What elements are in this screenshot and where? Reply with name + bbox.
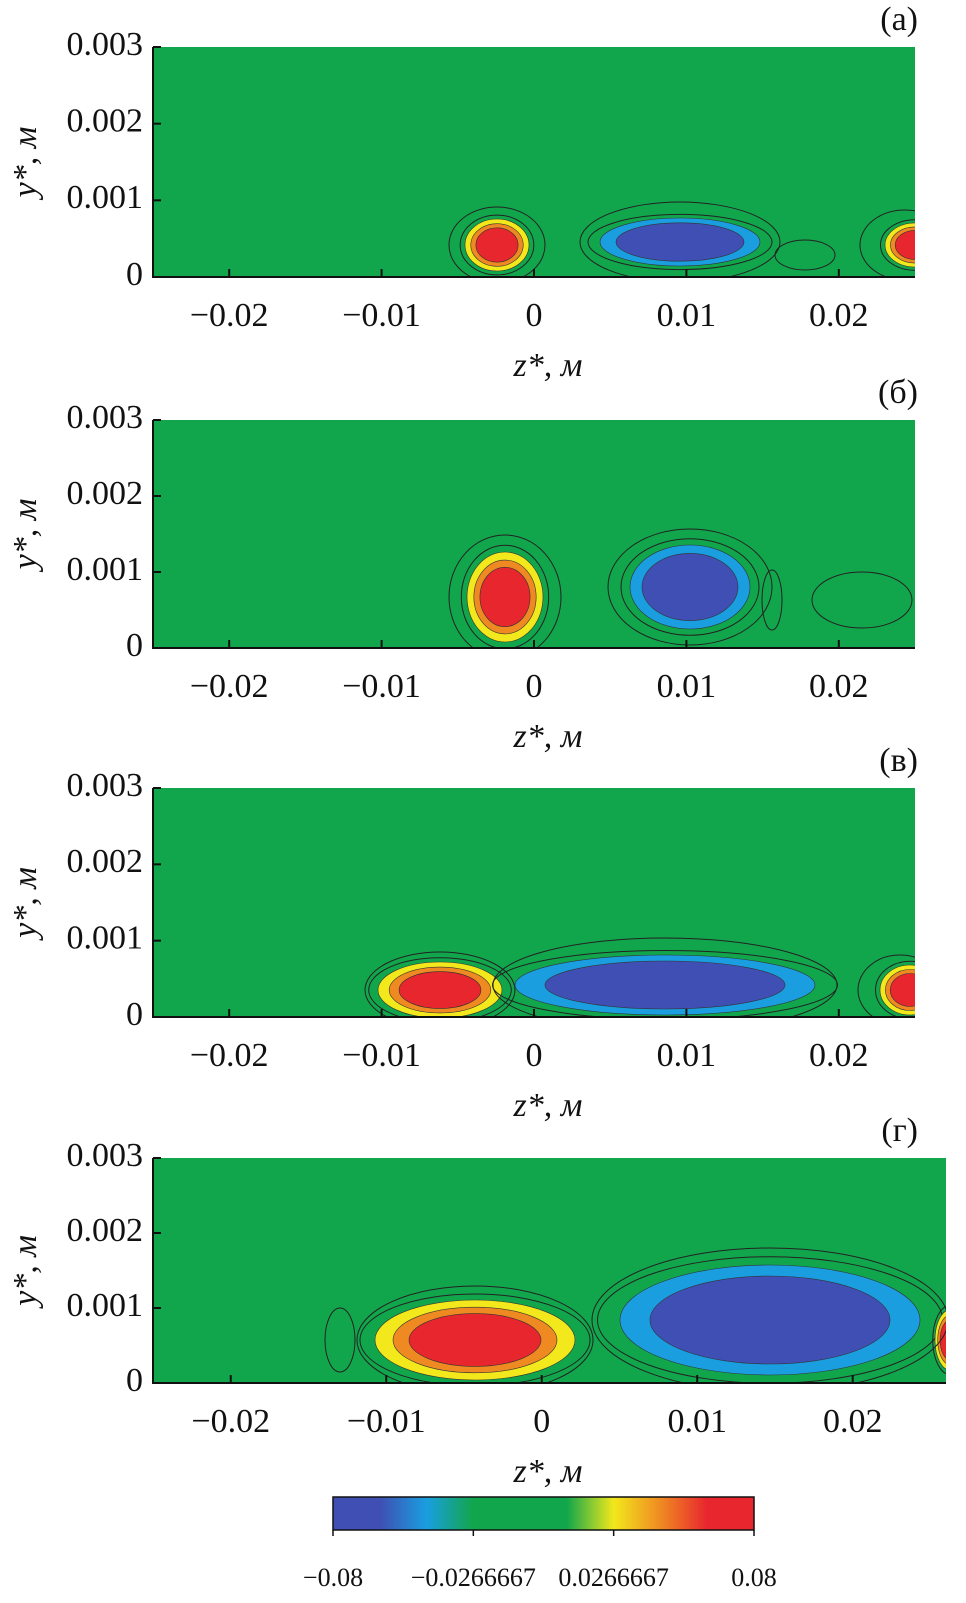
x-axis-label: z*, м: [513, 347, 583, 384]
contour-blob: [544, 960, 786, 1010]
contour-blob: [479, 566, 531, 627]
contour-line: [579, 201, 781, 277]
contour-field: [364, 937, 915, 1017]
contour-line: [774, 239, 836, 271]
x-tick-label: 0.02: [823, 1403, 883, 1440]
contour-blob: [939, 1321, 946, 1359]
y-tick-label: 0: [126, 256, 143, 293]
y-tick-label: 0.001: [67, 179, 144, 216]
contour-line: [591, 1247, 946, 1383]
y-tick-label: 0.001: [67, 551, 144, 588]
y-tick-label: 0.002: [67, 475, 144, 512]
contour-line: [607, 528, 773, 646]
x-tick-label: 0: [533, 1403, 550, 1440]
x-tick-label: 0.01: [657, 668, 717, 705]
x-tick-label: −0.01: [347, 1403, 426, 1440]
x-tick-label: −0.01: [342, 297, 421, 334]
y-tick-label: 0.002: [67, 1212, 144, 1249]
colorbar-tick-label: −0.0266667: [411, 1563, 536, 1592]
y-tick-label: 0: [126, 1362, 143, 1399]
y-axis-label: y*, м: [7, 127, 44, 201]
panel-label: (а): [880, 1, 918, 38]
x-tick-label: −0.02: [190, 668, 269, 705]
x-tick-label: 0: [526, 668, 543, 705]
contour-blob: [649, 1275, 891, 1365]
contour-field: [448, 528, 913, 648]
x-tick-label: −0.02: [190, 1037, 269, 1074]
y-tick-label: 0: [126, 627, 143, 664]
x-tick-label: 0: [526, 1037, 543, 1074]
x-tick-label: 0.02: [809, 297, 869, 334]
y-axis-label: y*, м: [7, 867, 44, 941]
y-tick-label: 0.003: [67, 767, 144, 804]
y-tick-label: 0.002: [67, 102, 144, 139]
x-tick-label: −0.01: [342, 668, 421, 705]
contour-field: [324, 1247, 946, 1383]
contour-line: [761, 569, 783, 631]
contour-line: [811, 571, 913, 629]
contour-blob: [894, 230, 915, 260]
x-tick-label: 0.02: [809, 1037, 869, 1074]
colorbar-tick-label: −0.08: [303, 1563, 363, 1592]
contour-line: [324, 1307, 356, 1373]
contour-line: [587, 213, 773, 271]
x-tick-label: −0.02: [190, 297, 269, 334]
contour-blob: [408, 1313, 542, 1367]
y-tick-label: 0.001: [67, 919, 144, 956]
contour-line: [460, 544, 550, 648]
y-tick-label: 0.003: [67, 26, 144, 63]
x-tick-label: 0.02: [809, 668, 869, 705]
contour-line: [359, 1293, 591, 1383]
contour-line: [859, 209, 915, 277]
contour-blob: [398, 971, 482, 1009]
x-tick-label: 0: [526, 297, 543, 334]
y-tick-label: 0.003: [67, 399, 144, 436]
contour-blob: [641, 553, 739, 621]
plot-area: [153, 47, 915, 277]
colorbar-tick-label: 0.08: [731, 1563, 777, 1592]
contour-line: [857, 954, 915, 1017]
y-tick-label: 0.003: [67, 1137, 144, 1174]
x-axis-label: z*, м: [513, 1453, 583, 1490]
y-tick-label: 0.002: [67, 843, 144, 880]
x-tick-label: −0.02: [191, 1403, 270, 1440]
contour-line: [356, 1285, 594, 1383]
contour-line: [368, 957, 512, 1017]
y-tick-label: 0: [126, 996, 143, 1033]
panel-label: (б): [878, 374, 918, 411]
contour-line: [448, 206, 546, 277]
contour-field: [448, 201, 915, 277]
contour-line: [448, 534, 562, 648]
contour-line: [880, 219, 915, 271]
y-axis-label: y*, м: [7, 1235, 44, 1309]
panel-label: (г): [881, 1112, 918, 1149]
x-axis-label: z*, м: [513, 1087, 583, 1124]
contour-blob: [889, 973, 915, 1007]
x-tick-label: 0.01: [667, 1403, 727, 1440]
y-tick-label: 0.001: [67, 1287, 144, 1324]
contour-line: [492, 937, 838, 1017]
panel-label: (в): [879, 742, 918, 779]
x-axis-label: z*, м: [513, 718, 583, 755]
colorbar-tick-label: 0.0266667: [558, 1563, 669, 1592]
x-tick-label: −0.01: [342, 1037, 421, 1074]
contour-line: [620, 538, 760, 636]
x-tick-label: 0.01: [657, 1037, 717, 1074]
contour-line: [932, 1305, 946, 1375]
x-tick-label: 0.01: [657, 297, 717, 334]
contour-blob: [475, 227, 519, 263]
colorbar: [332, 1496, 755, 1531]
contour-line: [459, 214, 535, 276]
contour-blob: [615, 222, 745, 262]
contour-line: [875, 960, 915, 1017]
y-axis-label: y*, м: [7, 499, 44, 573]
contour-line: [364, 951, 516, 1017]
